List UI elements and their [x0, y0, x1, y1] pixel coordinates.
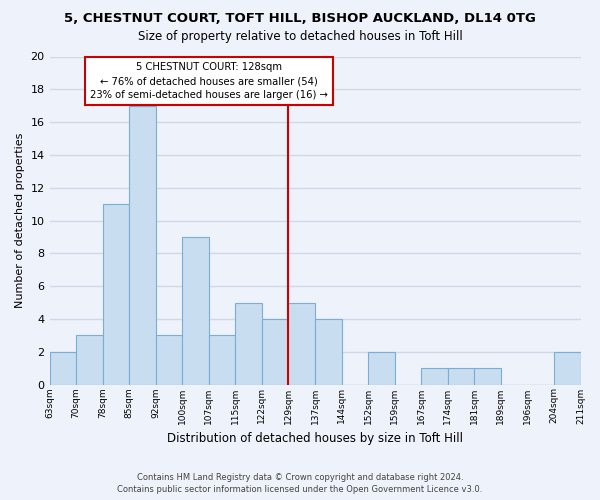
- Bar: [554, 352, 581, 384]
- Bar: [103, 204, 129, 384]
- X-axis label: Distribution of detached houses by size in Toft Hill: Distribution of detached houses by size …: [167, 432, 463, 445]
- Bar: [209, 336, 235, 384]
- Bar: [368, 352, 395, 384]
- Text: 5 CHESTNUT COURT: 128sqm
← 76% of detached houses are smaller (54)
23% of semi-d: 5 CHESTNUT COURT: 128sqm ← 76% of detach…: [90, 62, 328, 100]
- Bar: [182, 237, 209, 384]
- Text: Size of property relative to detached houses in Toft Hill: Size of property relative to detached ho…: [137, 30, 463, 43]
- Bar: [129, 106, 156, 384]
- Bar: [156, 336, 182, 384]
- Bar: [448, 368, 475, 384]
- Text: 5, CHESTNUT COURT, TOFT HILL, BISHOP AUCKLAND, DL14 0TG: 5, CHESTNUT COURT, TOFT HILL, BISHOP AUC…: [64, 12, 536, 26]
- Bar: [289, 302, 315, 384]
- Bar: [421, 368, 448, 384]
- Bar: [76, 336, 103, 384]
- Bar: [235, 302, 262, 384]
- Bar: [262, 319, 289, 384]
- Bar: [475, 368, 501, 384]
- Bar: [50, 352, 76, 384]
- Text: Contains HM Land Registry data © Crown copyright and database right 2024.
Contai: Contains HM Land Registry data © Crown c…: [118, 472, 482, 494]
- Y-axis label: Number of detached properties: Number of detached properties: [15, 133, 25, 308]
- Bar: [315, 319, 341, 384]
